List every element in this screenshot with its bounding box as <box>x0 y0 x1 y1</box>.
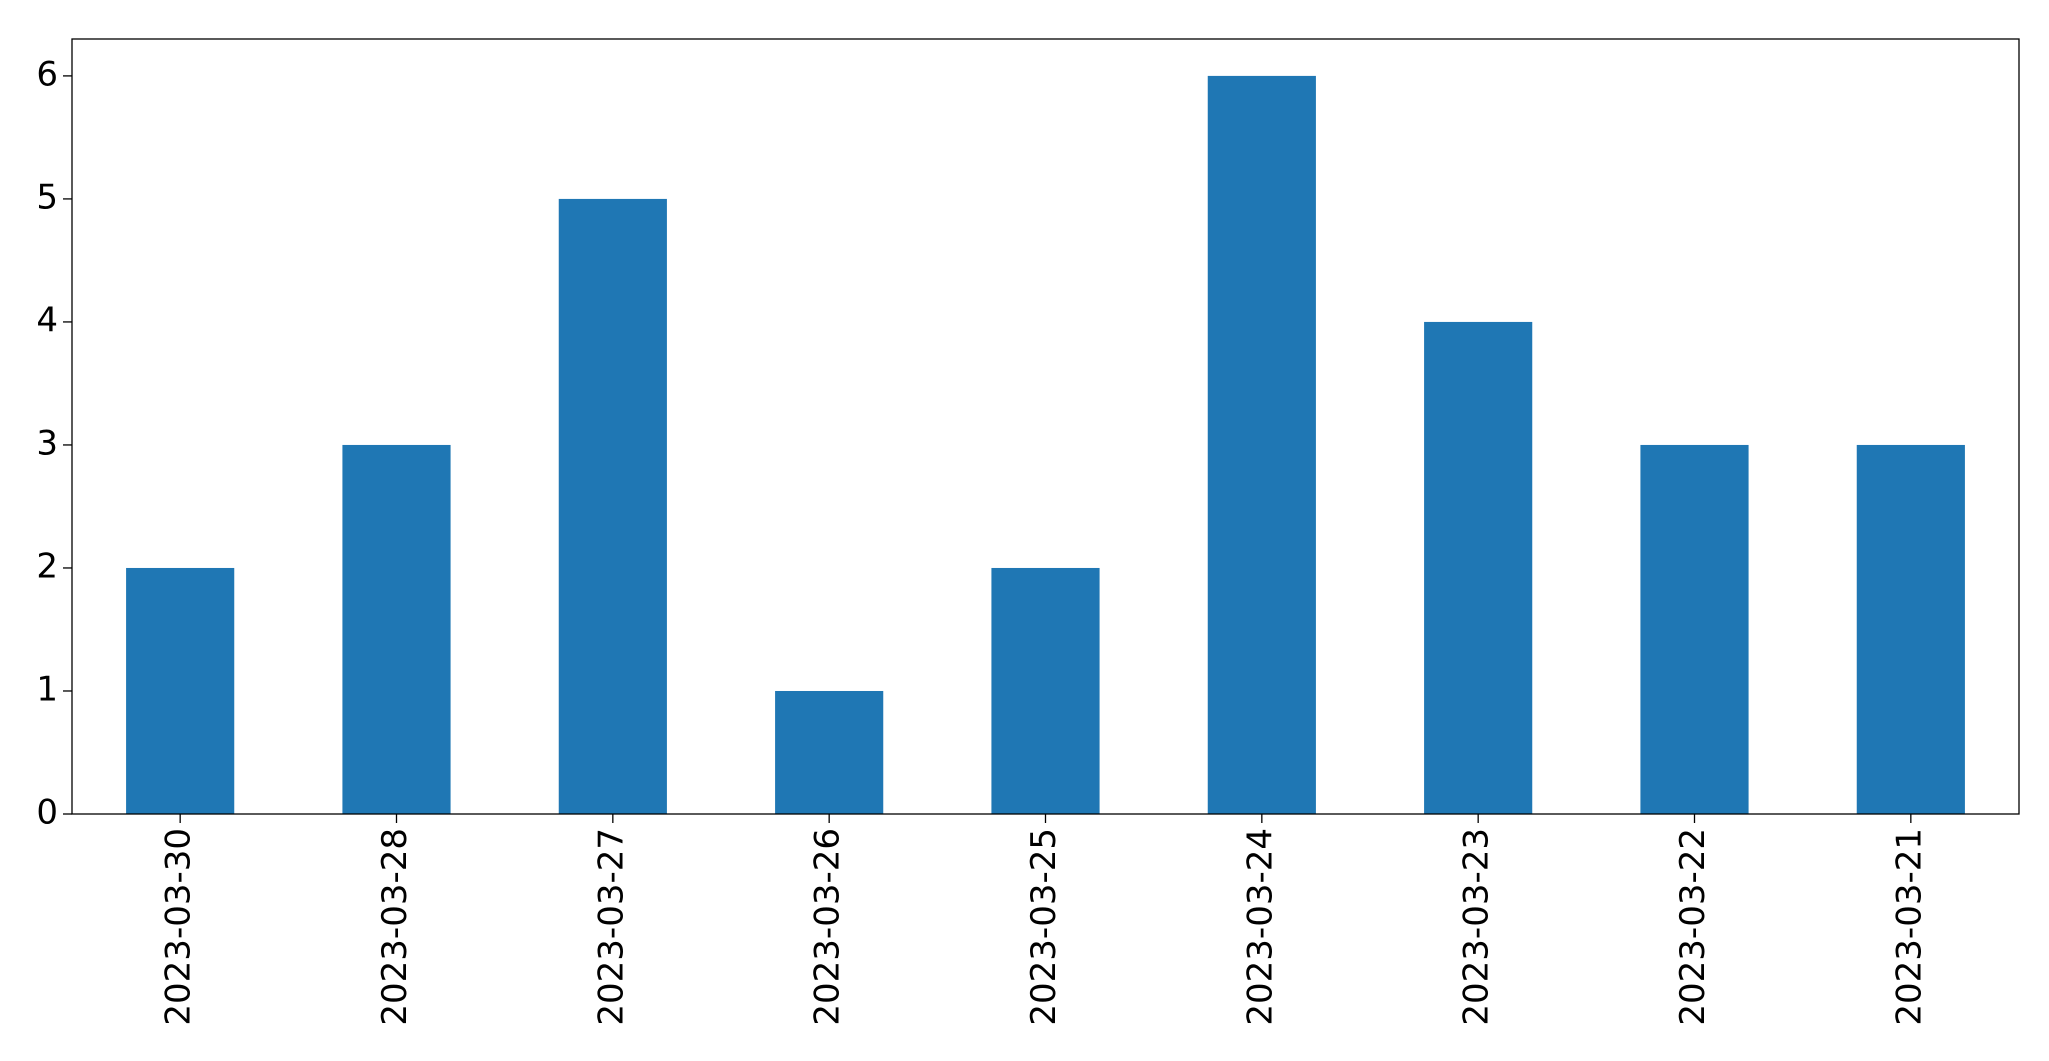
plot-frame <box>71 38 2020 815</box>
bar <box>1640 444 1749 814</box>
bar <box>1424 321 1533 814</box>
bar <box>126 567 235 814</box>
y-tick-label: 3 <box>36 423 58 463</box>
y-tick-label: 6 <box>36 54 58 94</box>
bar <box>558 198 667 814</box>
y-tick-label: 4 <box>36 300 58 340</box>
y-tick-label: 0 <box>36 793 58 833</box>
x-tick-label: 2023-03-27 <box>591 828 631 1026</box>
bar <box>1207 75 1316 814</box>
bar <box>775 690 884 814</box>
y-tick-label: 5 <box>36 177 58 217</box>
y-tick-label: 2 <box>36 546 58 586</box>
bar <box>342 444 451 814</box>
x-tick-label: 2023-03-22 <box>1673 828 1713 1026</box>
y-tick-label: 1 <box>36 669 58 709</box>
x-tick-label: 2023-03-21 <box>1889 828 1929 1026</box>
bar <box>1856 444 1965 814</box>
x-tick-label: 2023-03-26 <box>808 828 848 1026</box>
x-tick-label: 2023-03-24 <box>1240 828 1280 1026</box>
x-tick-label: 2023-03-28 <box>375 828 415 1026</box>
x-tick-label: 2023-03-23 <box>1457 828 1497 1026</box>
x-tick-label: 2023-03-25 <box>1024 828 1064 1026</box>
bar <box>991 567 1100 814</box>
x-tick-label: 2023-03-30 <box>159 828 199 1026</box>
